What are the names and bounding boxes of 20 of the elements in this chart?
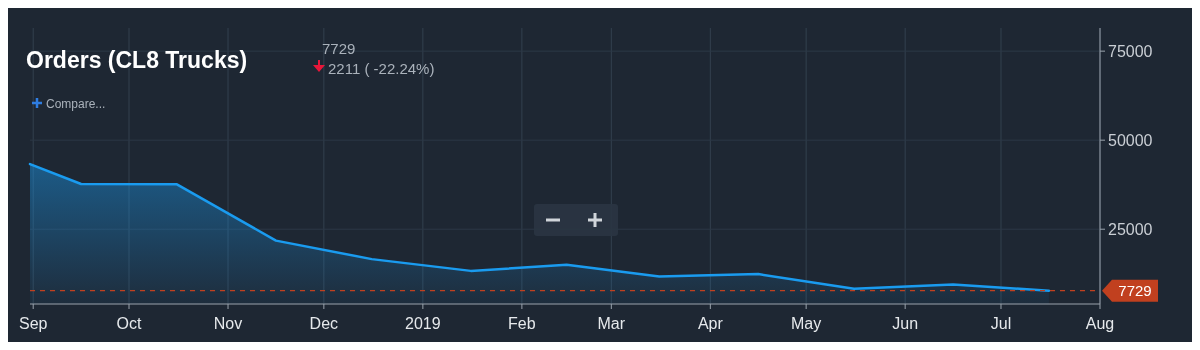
x-tick-label: May (791, 315, 822, 332)
x-tick-label: Jul (990, 315, 1012, 332)
ref-line-label: 7729 (1118, 281, 1152, 299)
x-tick-label: Feb (508, 315, 536, 332)
x-tick-label: 2019 (405, 315, 441, 332)
x-tick-label: Aug (1085, 315, 1115, 332)
y-tick-label: 75000 (1108, 43, 1153, 61)
x-tick-label: Nov (213, 315, 243, 332)
annotation: 2211 ( -22.24%) (328, 60, 435, 77)
text: 7729 (322, 40, 356, 57)
annotation: Compare... (46, 97, 106, 111)
y-tick-label: 25000 (1108, 221, 1153, 239)
x-tick-label: Jun (892, 315, 919, 332)
y-tick-label: 50000 (1108, 132, 1153, 150)
x-tick-label: Sep (18, 315, 48, 332)
x-tick-label: Oct (116, 315, 143, 332)
x-tick-label: Mar (597, 315, 626, 332)
x-tick-label: Dec (309, 315, 339, 332)
x-tick-label: Apr (697, 315, 724, 332)
text: Orders (CL8 Trucks) (26, 47, 248, 73)
